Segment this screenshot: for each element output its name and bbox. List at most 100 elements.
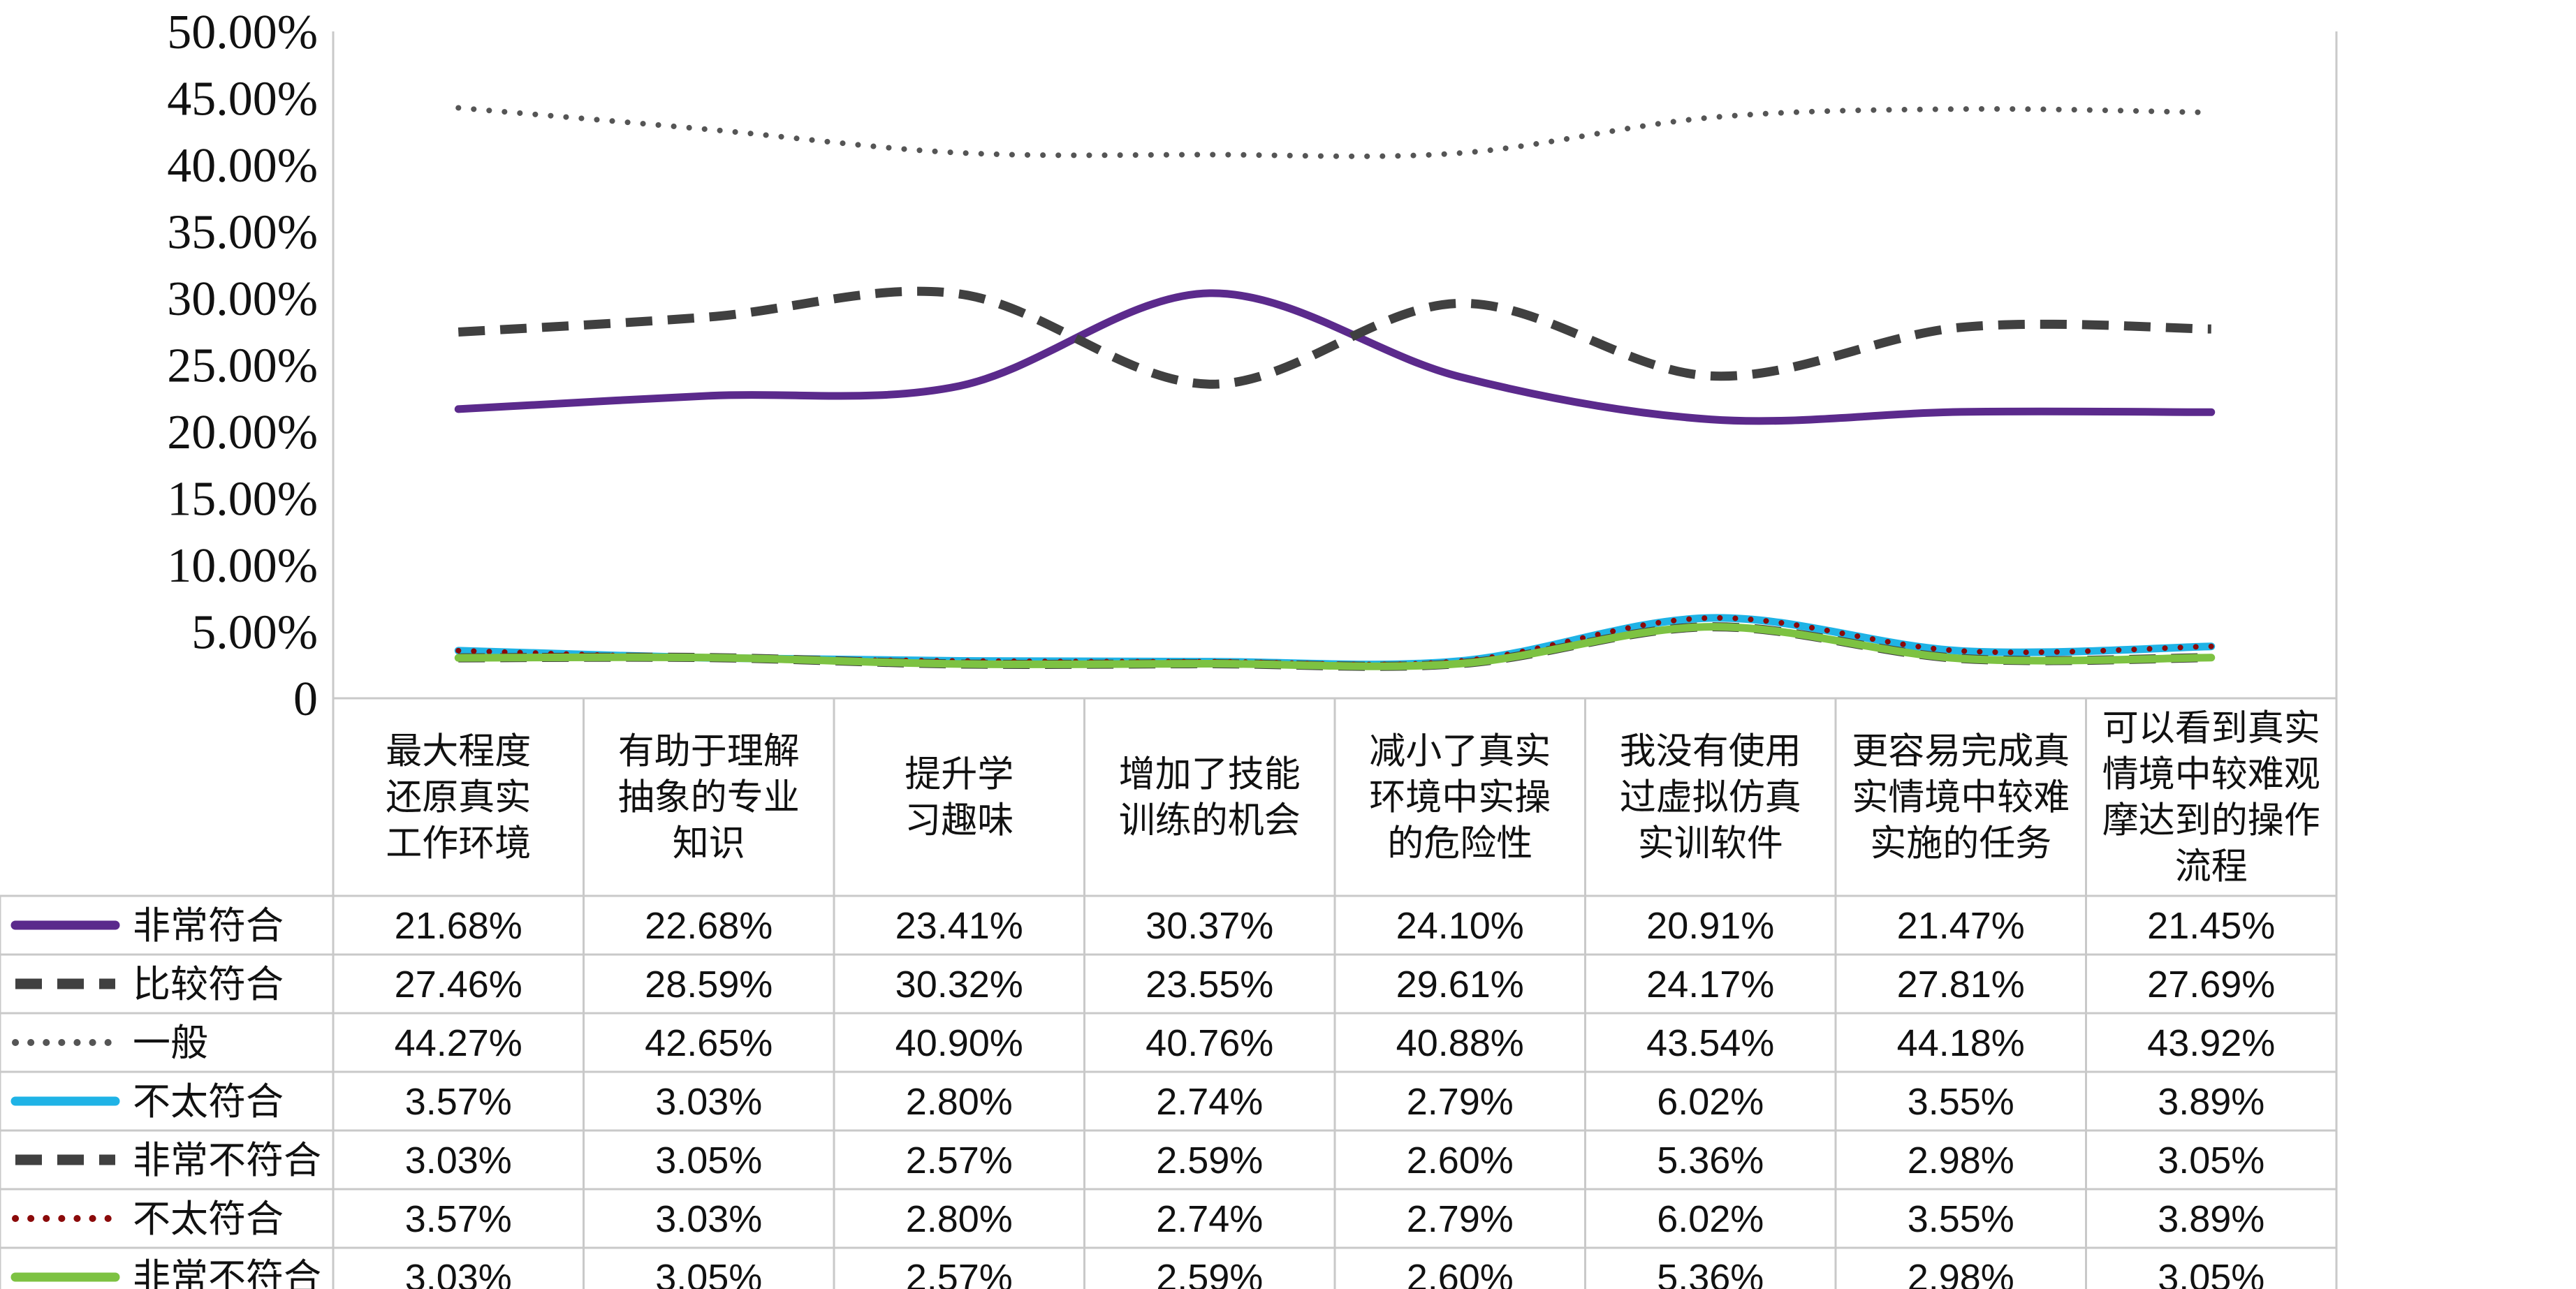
- category-label: 提升学: [905, 754, 1013, 796]
- category-label: 的危险性: [1387, 823, 1532, 865]
- category-label: 实训软件: [1638, 823, 1783, 865]
- table-cell-value: 3.03%: [405, 1257, 512, 1289]
- category-label: 有助于理解: [618, 731, 800, 773]
- category-label: 环境中实操: [1369, 777, 1551, 819]
- table-cell-value: 43.54%: [1646, 1022, 1774, 1064]
- table-cell-value: 3.05%: [2158, 1257, 2264, 1289]
- table-cell-value: 21.68%: [395, 905, 522, 947]
- category-label: 增加了技能: [1119, 754, 1301, 796]
- y-tick-label: 5.00%: [191, 606, 318, 660]
- table-cell-value: 24.17%: [1646, 964, 1774, 1006]
- category-label: 情境中较难观: [2102, 754, 2320, 796]
- table-cell-value: 6.02%: [1657, 1198, 1764, 1240]
- category-label: 知识: [673, 823, 745, 865]
- table-cell-value: 3.89%: [2158, 1198, 2264, 1240]
- table-cell-value: 2.79%: [1407, 1198, 1514, 1240]
- table-cell-value: 5.36%: [1657, 1140, 1764, 1181]
- category-label: 摩达到的操作: [2102, 800, 2320, 842]
- table-cell-value: 2.74%: [1156, 1198, 1263, 1240]
- y-tick-label: 40.00%: [167, 139, 318, 193]
- y-tick-label: 45.00%: [167, 73, 318, 126]
- table-cell-value: 3.05%: [655, 1140, 762, 1181]
- category-label: 习趣味: [905, 800, 1013, 842]
- table-cell-value: 2.60%: [1407, 1140, 1514, 1181]
- table-cell-value: 2.59%: [1156, 1140, 1263, 1181]
- category-label: 最大程度: [386, 731, 531, 773]
- category-label: 我没有使用: [1620, 731, 1801, 773]
- table-cell-value: 6.02%: [1657, 1081, 1764, 1123]
- table-cell-value: 22.68%: [645, 905, 773, 947]
- series-line-3: [455, 105, 2214, 159]
- legend-label: 一般: [133, 1021, 208, 1065]
- table-cell-value: 43.92%: [2147, 1022, 2275, 1064]
- table-cell-value: 2.80%: [906, 1081, 1013, 1123]
- y-tick-label: 35.00%: [167, 206, 318, 260]
- y-tick-label: 0: [293, 672, 318, 726]
- table-cell-value: 40.76%: [1146, 1022, 1273, 1064]
- category-label: 还原真实: [386, 777, 531, 819]
- table-cell-value: 3.57%: [405, 1081, 512, 1123]
- table-cell-value: 42.65%: [645, 1022, 773, 1064]
- table-cell-value: 3.05%: [655, 1257, 762, 1289]
- table-cell-value: 30.37%: [1146, 905, 1273, 947]
- table-cell-value: 3.03%: [655, 1198, 762, 1240]
- table-cell-value: 40.88%: [1396, 1022, 1524, 1064]
- legend-label: 非常符合: [133, 904, 284, 948]
- table-cell-value: 27.81%: [1897, 964, 2025, 1006]
- y-tick-label: 50.00%: [167, 6, 318, 59]
- table-cell-value: 21.47%: [1897, 905, 2025, 947]
- category-label: 实情境中较难: [1852, 777, 2070, 819]
- table-cell-value: 2.57%: [906, 1140, 1013, 1181]
- table-cell-value: 27.69%: [2147, 964, 2275, 1006]
- table-cell-value: 29.61%: [1396, 964, 1524, 1006]
- table-cell-value: 20.91%: [1646, 905, 1774, 947]
- category-label: 工作环境: [386, 823, 531, 865]
- table-cell-value: 2.59%: [1156, 1257, 1263, 1289]
- table-cell-value: 44.27%: [395, 1022, 522, 1064]
- series-line-7: [454, 623, 2216, 670]
- y-tick-label: 30.00%: [167, 272, 318, 326]
- legend-label: 不太符合: [133, 1080, 284, 1124]
- series-line-2: [458, 286, 2211, 389]
- category-label: 更容易完成真: [1852, 731, 2070, 773]
- category-label: 训练的机会: [1119, 800, 1301, 842]
- table-cell-value: 2.79%: [1407, 1081, 1514, 1123]
- table-cell-value: 2.80%: [906, 1198, 1013, 1240]
- table-cell-value: 30.32%: [895, 964, 1023, 1006]
- data-table-cells: 21.68% 22.68% 23.41% 30.37% 24.10% 20.91% 21.4…: [395, 905, 2276, 1289]
- category-label: 流程: [2175, 846, 2248, 888]
- table-cell-value: 3.57%: [405, 1198, 512, 1240]
- category-label: 可以看到真实: [2102, 708, 2320, 750]
- table-cell-value: 3.89%: [2158, 1081, 2264, 1123]
- table-cell-value: 3.55%: [1908, 1198, 2014, 1240]
- data-table-grid: [0, 31, 2338, 1289]
- table-cell-value: 3.03%: [405, 1140, 512, 1181]
- table-cell-value: 21.45%: [2147, 905, 2275, 947]
- table-cell-value: 3.05%: [2158, 1140, 2264, 1181]
- y-tick-label: 15.00%: [167, 473, 318, 526]
- category-label: 减小了真实: [1369, 731, 1551, 773]
- category-label: 抽象的专业: [618, 777, 800, 819]
- y-tick-label: 20.00%: [167, 406, 318, 459]
- table-cell-value: 40.90%: [895, 1022, 1023, 1064]
- legend-label: 非常不符合: [133, 1255, 321, 1289]
- y-tick-label: 25.00%: [167, 339, 318, 393]
- table-cell-value: 2.98%: [1908, 1140, 2014, 1181]
- table-cell-value: 2.60%: [1407, 1257, 1514, 1289]
- y-axis: 50.00% 45.00% 40.00% 35.00% 30.00% 25.00% 20.0…: [167, 6, 318, 726]
- table-cell-value: 28.59%: [645, 964, 773, 1006]
- table-cell-value: 2.74%: [1156, 1081, 1263, 1123]
- category-label: 实施的任务: [1870, 823, 2051, 865]
- y-tick-label: 10.00%: [167, 539, 318, 593]
- plot-lines: [454, 105, 2216, 671]
- table-cell-value: 23.55%: [1146, 964, 1273, 1006]
- table-cell-value: 44.18%: [1897, 1022, 2025, 1064]
- legend-label: 比较符合: [133, 962, 284, 1006]
- table-cell-value: 2.57%: [906, 1257, 1013, 1289]
- table-cell-value: 23.41%: [895, 905, 1023, 947]
- table-cell-value: 5.36%: [1657, 1257, 1764, 1289]
- series-line-1: [454, 289, 2216, 425]
